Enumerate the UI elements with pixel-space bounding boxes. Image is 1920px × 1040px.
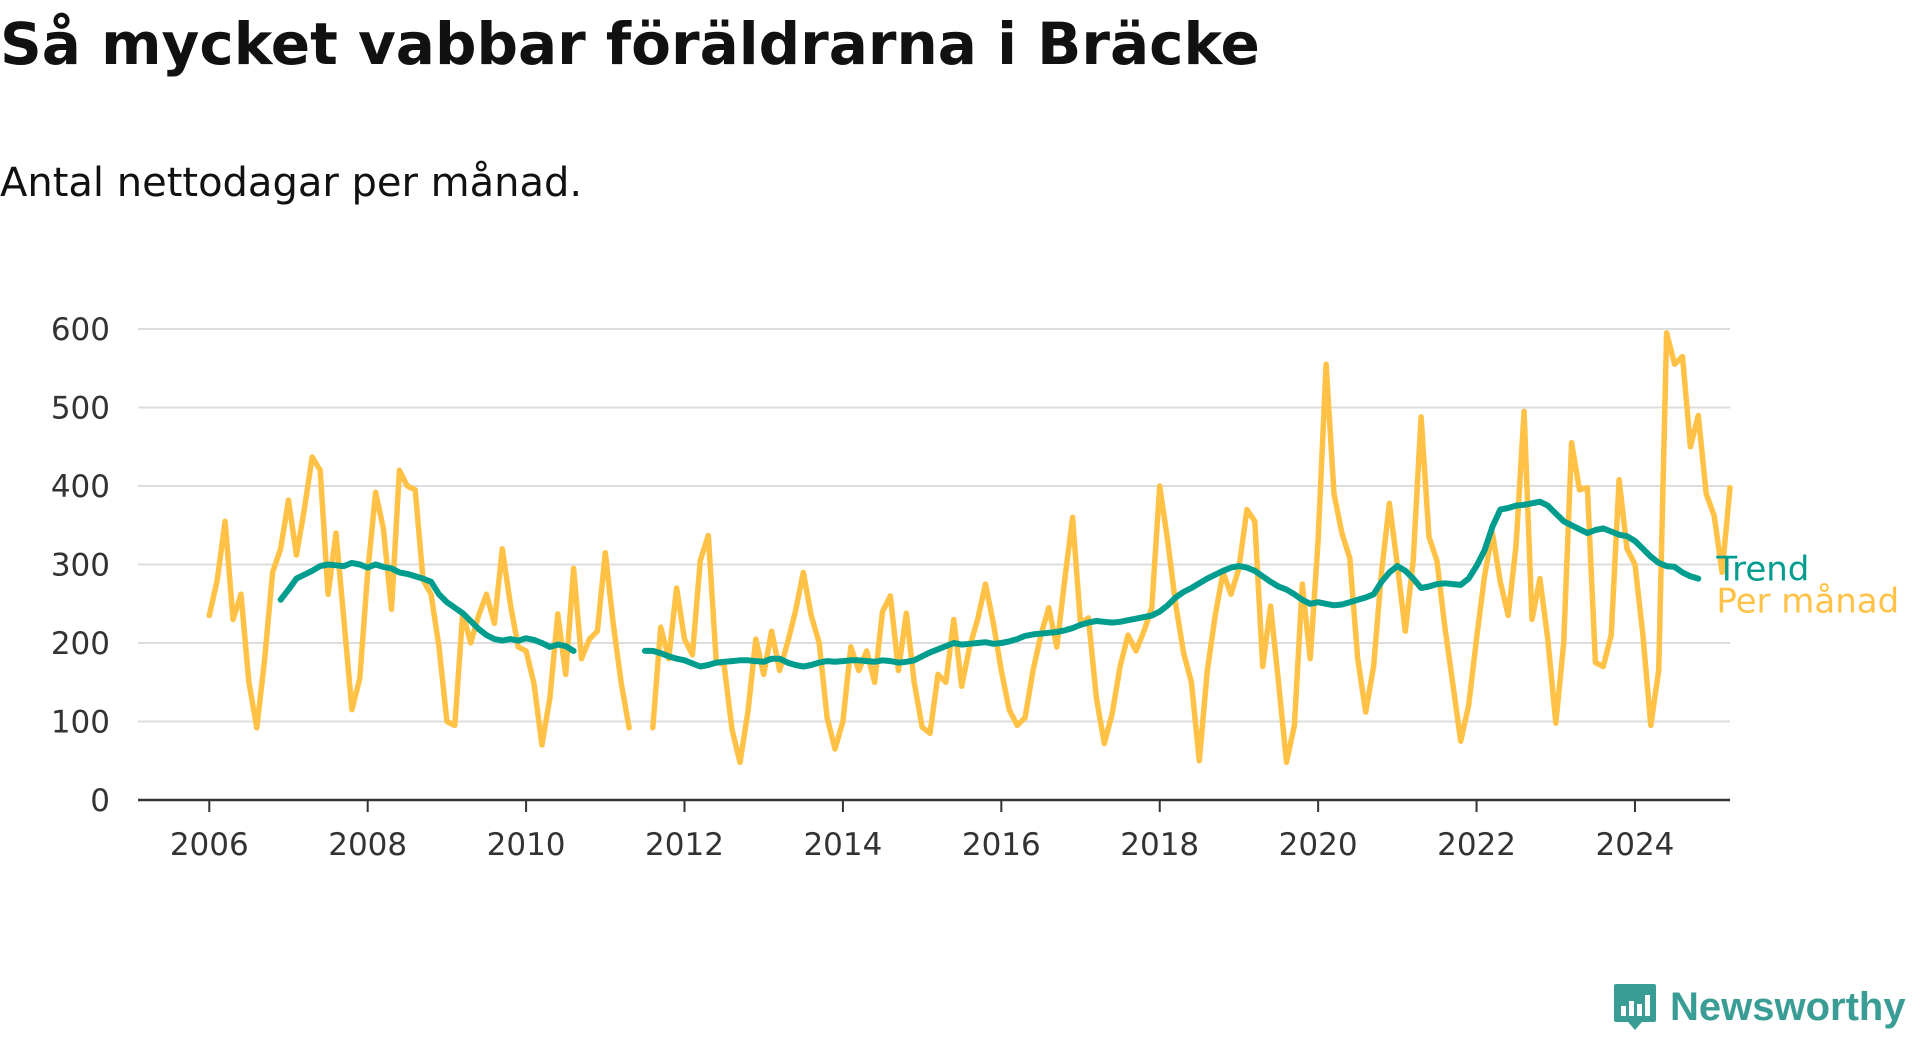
legend: Trend Per månad [1715, 550, 1899, 622]
x-tick-label: 2016 [962, 827, 1041, 863]
x-tick-label: 2006 [170, 827, 249, 863]
chart-subtitle: Antal nettodagar per månad. [0, 160, 583, 206]
y-tick-label: 0 [90, 783, 110, 819]
y-tick-label: 500 [51, 391, 110, 427]
series-lines [206, 330, 1733, 766]
y-tick-label: 200 [51, 626, 110, 662]
y-tick-label: 600 [51, 312, 110, 348]
newsworthy-logo-icon [1614, 984, 1656, 1030]
x-axis: 2006 2008 2010 2012 2014 2016 2018 2020 2022 2024 [138, 798, 1730, 863]
legend-label-trend: Trend [1715, 550, 1809, 590]
x-tick-label: 2018 [1120, 827, 1199, 863]
x-tick-label: 2010 [487, 827, 566, 863]
y-tick-label: 400 [51, 469, 110, 505]
x-tick-label: 2020 [1279, 827, 1358, 863]
y-tick-label: 100 [51, 705, 110, 741]
x-tick-label: 2022 [1437, 827, 1516, 863]
y-tick-label: 300 [51, 548, 110, 584]
legend-label-per-manad: Per månad [1716, 582, 1899, 622]
x-tick-label: 2008 [328, 827, 407, 863]
x-tick-label: 2024 [1596, 827, 1675, 863]
brand-logo: Newsworthy [1612, 982, 1906, 1032]
chart-title: Så mycket vabbar föräldrarna i Bräcke [0, 10, 1260, 78]
x-tick-label: 2014 [803, 827, 882, 863]
series-line-per-m-nad [206, 330, 1733, 766]
series-line-trend [277, 498, 1702, 670]
brand-name: Newsworthy [1670, 984, 1906, 1029]
y-axis-tick-labels: 0 100 200 300 400 500 600 [51, 312, 110, 819]
x-tick-label: 2012 [645, 827, 724, 863]
